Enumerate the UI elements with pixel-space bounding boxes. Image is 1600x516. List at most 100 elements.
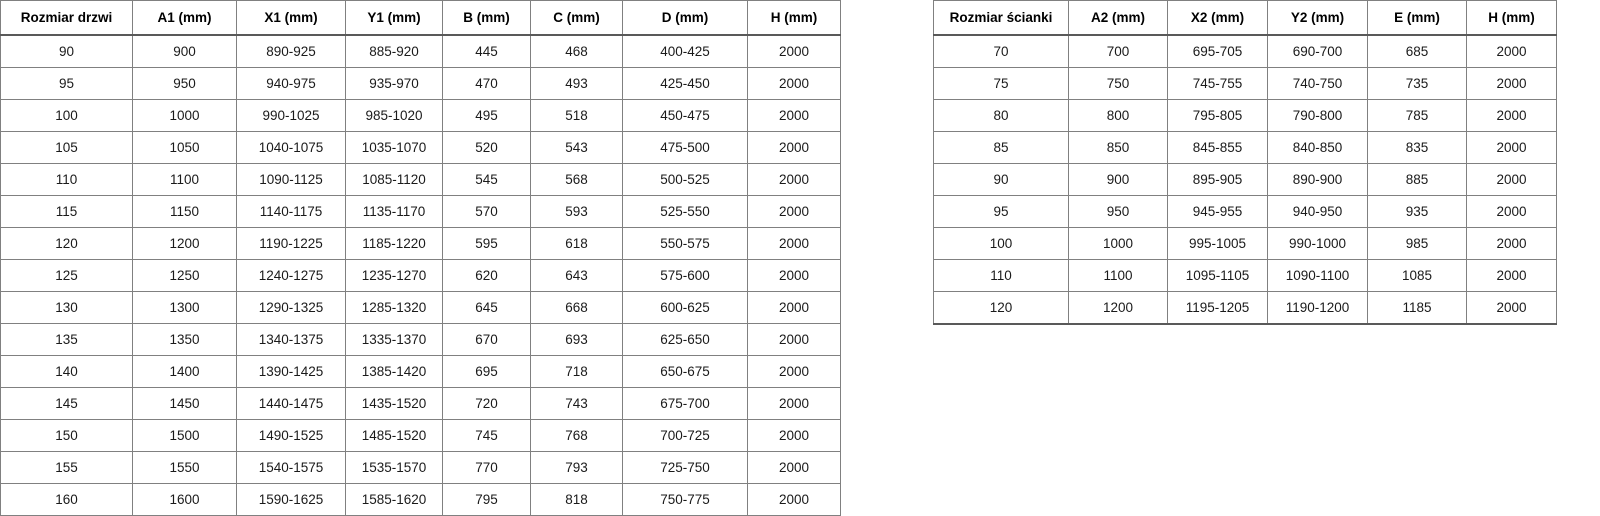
- table-cell: 2000: [747, 163, 841, 196]
- table-row: 75 750 745-755 740-750 735 2000: [933, 67, 1557, 100]
- table-cell: 120: [0, 227, 133, 260]
- table-cell: 600-625: [622, 291, 748, 324]
- doors_table-column-header: Rozmiar drzwi: [0, 0, 133, 36]
- table-cell: 795-805: [1167, 99, 1268, 132]
- door-table-header: Rozmiar drzwi A1 (mm) X1 (mm) Y1 (mm) B (mm)…: [0, 0, 841, 36]
- table-cell: 720: [442, 387, 531, 420]
- table-cell: 568: [530, 163, 623, 196]
- table-cell: 1290-1325: [236, 291, 346, 324]
- table-cell: 2000: [747, 131, 841, 164]
- table-cell: 725-750: [622, 451, 748, 484]
- table-cell: 740-750: [1267, 67, 1368, 100]
- table-cell: 140: [0, 355, 133, 388]
- table-cell: 115: [0, 195, 133, 228]
- table-cell: 1040-1075: [236, 131, 346, 164]
- table-cell: 2000: [1466, 291, 1557, 325]
- table-row: 95 950 945-955 940-950 935 2000: [933, 195, 1557, 228]
- table-cell: 1190-1200: [1267, 291, 1368, 325]
- table-cell: 2000: [747, 99, 841, 132]
- table-cell: 400-425: [622, 34, 748, 68]
- table-cell: 1100: [132, 163, 237, 196]
- table-cell: 718: [530, 355, 623, 388]
- table-cell: 100: [933, 227, 1069, 260]
- table-cell: 885: [1367, 163, 1467, 196]
- table-cell: 1285-1320: [345, 291, 443, 324]
- table-cell: 695-705: [1167, 34, 1268, 68]
- table-cell: 885-920: [345, 34, 443, 68]
- table-row: 150 1500 1490-1525 1485-1520 745 768 700-725 20…: [0, 419, 841, 452]
- table-cell: 685: [1367, 34, 1467, 68]
- table-cell: 1435-1520: [345, 387, 443, 420]
- table-cell: 468: [530, 34, 623, 68]
- table-cell: 85: [933, 131, 1069, 164]
- table-cell: 1550: [132, 451, 237, 484]
- table-cell: 795: [442, 483, 531, 516]
- table-cell: 1050: [132, 131, 237, 164]
- table-cell: 650-675: [622, 355, 748, 388]
- wall-dimensions-table: Rozmiar ścianki A2 (mm) X2 (mm) Y2 (mm) E (m…: [933, 0, 1557, 325]
- table-cell: 1350: [132, 323, 237, 356]
- table-cell: 895-905: [1167, 163, 1268, 196]
- table-cell: 745-755: [1167, 67, 1268, 100]
- table-cell: 1235-1270: [345, 259, 443, 292]
- doors_table-column-header: H (mm): [747, 0, 841, 36]
- table-cell: 75: [933, 67, 1069, 100]
- table-cell: 1135-1170: [345, 195, 443, 228]
- table-row: 105 1050 1040-1075 1035-1070 520 543 475-500 20…: [0, 131, 841, 164]
- table-cell: 1000: [1068, 227, 1168, 260]
- table-cell: 100: [0, 99, 133, 132]
- table-header-row: Rozmiar drzwi A1 (mm) X1 (mm) Y1 (mm) B (mm)…: [0, 0, 841, 36]
- table-row: 70 700 695-705 690-700 685 2000: [933, 34, 1557, 68]
- walls_table-column-header: E (mm): [1367, 0, 1467, 36]
- table-cell: 1590-1625: [236, 483, 346, 516]
- table-row: 110 1100 1090-1125 1085-1120 545 568 500-525 20…: [0, 163, 841, 196]
- table-cell: 525-550: [622, 195, 748, 228]
- table-cell: 743: [530, 387, 623, 420]
- table-cell: 900: [132, 34, 237, 68]
- table-cell: 890-900: [1267, 163, 1368, 196]
- table-cell: 105: [0, 131, 133, 164]
- table-cell: 2000: [747, 419, 841, 452]
- table-cell: 675-700: [622, 387, 748, 420]
- doors_table-column-header: A1 (mm): [132, 0, 237, 36]
- table-row: 90 900 895-905 890-900 885 2000: [933, 163, 1557, 196]
- table-cell: 1250: [132, 259, 237, 292]
- table-cell: 80: [933, 99, 1069, 132]
- table-cell: 845-855: [1167, 131, 1268, 164]
- table-row: 100 1000 990-1025 985-1020 495 518 450-475 2000: [0, 99, 841, 132]
- table-cell: 1400: [132, 355, 237, 388]
- table-cell: 700-725: [622, 419, 748, 452]
- table-cell: 425-450: [622, 67, 748, 100]
- table-cell: 1185-1220: [345, 227, 443, 260]
- table-row: 90 900 890-925 885-920 445 468 400-425 2000: [0, 34, 841, 68]
- table-cell: 543: [530, 131, 623, 164]
- table-cell: 1450: [132, 387, 237, 420]
- table-row: 160 1600 1590-1625 1585-1620 795 818 750-775 20…: [0, 483, 841, 516]
- table-cell: 1240-1275: [236, 259, 346, 292]
- table-cell: 1200: [132, 227, 237, 260]
- table-cell: 768: [530, 419, 623, 452]
- walls_table-column-header: Rozmiar ścianki: [933, 0, 1069, 36]
- walls_table-column-header: A2 (mm): [1068, 0, 1168, 36]
- table-row: 145 1450 1440-1475 1435-1520 720 743 675-700 20…: [0, 387, 841, 420]
- table-cell: 700: [1068, 34, 1168, 68]
- table-cell: 945-955: [1167, 195, 1268, 228]
- table-cell: 135: [0, 323, 133, 356]
- table-cell: 835: [1367, 131, 1467, 164]
- table-cell: 2000: [1466, 195, 1557, 228]
- table-cell: 500-525: [622, 163, 748, 196]
- table-cell: 1340-1375: [236, 323, 346, 356]
- doors_table-column-header: Y1 (mm): [345, 0, 443, 36]
- table-row: 120 1200 1190-1225 1185-1220 595 618 550-575 20…: [0, 227, 841, 260]
- table-cell: 2000: [1466, 34, 1557, 68]
- table-cell: 1150: [132, 195, 237, 228]
- table-row: 140 1400 1390-1425 1385-1420 695 718 650-675 20…: [0, 355, 841, 388]
- table-cell: 1500: [132, 419, 237, 452]
- table-cell: 520: [442, 131, 531, 164]
- table-cell: 990-1025: [236, 99, 346, 132]
- table-row: 135 1350 1340-1375 1335-1370 670 693 625-650 20…: [0, 323, 841, 356]
- table-cell: 1090-1125: [236, 163, 346, 196]
- table-cell: 1440-1475: [236, 387, 346, 420]
- table-cell: 1335-1370: [345, 323, 443, 356]
- table-cell: 2000: [747, 195, 841, 228]
